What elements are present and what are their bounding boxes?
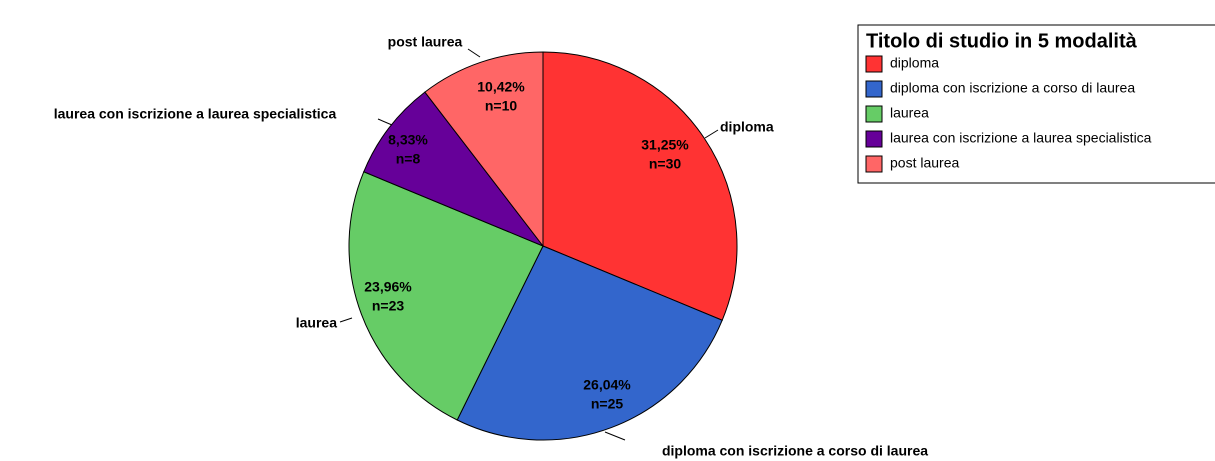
value-label: 23,96%	[364, 279, 412, 295]
value-label: 8,33%	[388, 132, 428, 148]
count-label: n=23	[372, 298, 405, 314]
legend-swatch	[865, 130, 883, 148]
legend-label: laurea	[890, 105, 929, 121]
leader-line	[339, 317, 353, 323]
count-label: n=10	[485, 98, 518, 114]
legend-swatch	[865, 155, 883, 173]
leader-line	[467, 48, 481, 58]
legend-label: post laurea	[890, 155, 959, 171]
value-label: 10,42%	[477, 79, 525, 95]
leader-line	[704, 129, 719, 139]
pie-slice	[424, 51, 544, 248]
leader-line	[377, 118, 393, 126]
pie-slice	[363, 91, 545, 248]
slice-label: post laurea	[388, 34, 463, 50]
legend-swatch	[865, 80, 883, 98]
pie-slice	[348, 171, 544, 421]
slice-label: laurea con iscrizione a laurea specialis…	[54, 106, 337, 122]
slice-label: diploma con iscrizione a corso di laurea	[662, 443, 928, 459]
value-label: 26,04%	[583, 377, 631, 393]
legend-box	[857, 24, 1215, 184]
legend-label: diploma	[890, 55, 939, 71]
count-label: n=30	[649, 156, 682, 172]
slice-label: laurea	[296, 315, 337, 331]
leader-line	[604, 431, 626, 441]
count-label: n=8	[396, 151, 421, 167]
legend-title: Titolo di studio in 5 modalità	[866, 30, 1138, 52]
pie-slice	[542, 51, 738, 321]
slice-label: diploma	[720, 119, 774, 135]
count-label: n=25	[591, 396, 624, 412]
legend-swatch	[865, 105, 883, 123]
legend-label: laurea con iscrizione a laurea specialis…	[890, 130, 1152, 146]
pie-slice	[456, 245, 723, 441]
legend-label: diploma con iscrizione a corso di laurea	[890, 80, 1135, 96]
legend-swatch	[865, 55, 883, 73]
value-label: 31,25%	[641, 137, 689, 153]
